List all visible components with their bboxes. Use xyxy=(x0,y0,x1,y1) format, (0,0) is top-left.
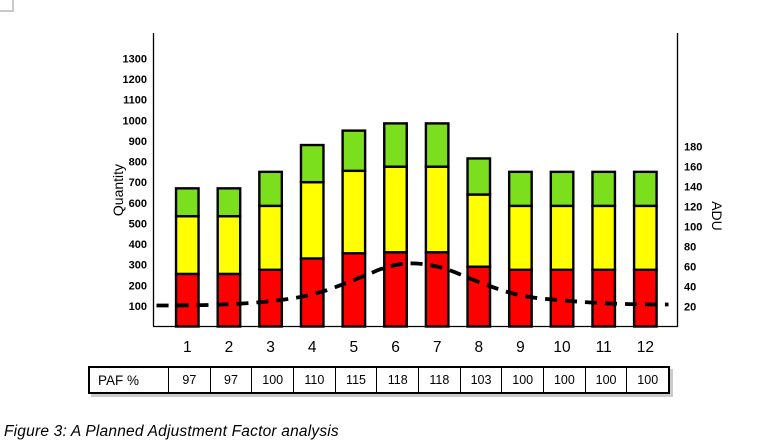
bar-segment-yellow-zone-4 xyxy=(299,180,325,260)
left-axis-title: Quantity xyxy=(110,164,126,216)
x-axis-category-label: 5 xyxy=(350,339,359,356)
bar-segment-green-zone-3 xyxy=(258,170,284,208)
bar-segment-red-zone-12 xyxy=(632,268,658,328)
bar-segment-green-zone-8 xyxy=(466,157,492,196)
bar-segment-yellow-zone-11 xyxy=(591,204,617,271)
right-axis-tick-label: 140 xyxy=(684,182,702,194)
left-axis-tick-label: 300 xyxy=(129,260,147,272)
x-axis-category-label: 4 xyxy=(308,339,317,356)
bar-segment-red-zone-7 xyxy=(424,251,450,328)
paf-table-value-cell: 97 xyxy=(168,368,210,392)
bar-segment-yellow-zone-1 xyxy=(174,214,200,276)
paf-table-value-cell: 100 xyxy=(501,368,543,392)
x-axis-category-label: 2 xyxy=(225,339,234,356)
bar-segment-green-zone-6 xyxy=(383,122,408,168)
x-axis-category-label: 6 xyxy=(391,339,400,356)
left-axis-tick-label: 700 xyxy=(129,177,147,189)
left-axis-tick-label: 400 xyxy=(129,239,147,251)
bar-segment-green-zone-1 xyxy=(174,187,200,218)
right-axis-tick-label: 60 xyxy=(684,262,696,274)
bar-segment-yellow-zone-5 xyxy=(341,169,367,255)
paf-table-value-cell: 97 xyxy=(209,368,252,392)
x-axis-category-label: 11 xyxy=(596,339,612,356)
right-axis-tick-label: 80 xyxy=(684,242,696,254)
right-axis-tick-label: 180 xyxy=(684,142,702,154)
bar-segment-green-zone-2 xyxy=(216,187,242,218)
left-axis-tick-label: 100 xyxy=(129,301,147,313)
paf-table-header-cell: PAF % xyxy=(98,372,140,388)
left-axis-tick-label: 1200 xyxy=(123,74,147,86)
x-axis-category-label: 9 xyxy=(516,339,525,356)
bar-segment-green-zone-9 xyxy=(507,170,533,208)
bar-segment-red-zone-3 xyxy=(258,268,284,328)
bar-segment-yellow-zone-12 xyxy=(632,204,658,271)
right-axis-tick-label: 100 xyxy=(684,222,702,234)
paf-table-value-cell: 100 xyxy=(584,368,627,392)
right-axis-tick-label: 120 xyxy=(684,202,702,214)
x-axis-category-label: 10 xyxy=(553,339,571,356)
x-axis-category-label: 8 xyxy=(474,339,483,356)
paf-table-value-cell: 118 xyxy=(418,368,460,392)
left-axis-tick-label: 1100 xyxy=(123,95,147,107)
left-axis-tick-label: 600 xyxy=(129,198,147,210)
right-axis-tick-label: 20 xyxy=(684,302,696,314)
bar-segment-green-zone-11 xyxy=(591,170,617,208)
bar-segment-green-zone-12 xyxy=(632,170,658,208)
paf-table-value-cell: 115 xyxy=(334,368,377,392)
x-axis-category-label: 7 xyxy=(433,339,442,356)
right-axis-title: ADU xyxy=(709,201,725,231)
bar-segment-yellow-zone-7 xyxy=(424,165,450,254)
right-axis-tick-label: 160 xyxy=(684,162,702,174)
x-axis-category-label: 3 xyxy=(266,339,275,356)
bar-segment-red-zone-2 xyxy=(216,272,242,328)
paf-table-value-cell: 100 xyxy=(626,368,668,392)
x-axis-category-label: 1 xyxy=(183,339,192,356)
left-axis-tick-label: 200 xyxy=(129,280,147,292)
bar-segment-yellow-zone-2 xyxy=(216,214,242,276)
bar-segment-yellow-zone-10 xyxy=(549,204,575,271)
right-axis-tick-label: 40 xyxy=(684,282,696,294)
bar-segment-red-zone-11 xyxy=(591,268,617,328)
paf-table-value-cell: 100 xyxy=(543,368,585,392)
adu-dashed-line xyxy=(156,261,669,308)
paf-table: PAF % 97 97 100 110 115 118 118 103 100 100 100 100 xyxy=(88,366,670,394)
bar-segment-red-zone-5 xyxy=(341,252,367,328)
bar-segment-red-zone-1 xyxy=(174,272,200,328)
bar-segment-green-zone-5 xyxy=(341,129,367,173)
paf-table-value-cell: 103 xyxy=(459,368,502,392)
x-axis-category-label: 12 xyxy=(637,339,654,356)
bar-segment-red-zone-8 xyxy=(466,265,492,328)
paf-table-value-cell: 110 xyxy=(293,368,335,392)
left-axis-tick-label: 1000 xyxy=(123,115,147,127)
bar-segment-green-zone-10 xyxy=(549,170,575,208)
figure-caption: Figure 3: A Planned Adjustment Factor an… xyxy=(4,423,339,440)
left-axis-tick-label: 900 xyxy=(129,136,147,148)
bar-segment-yellow-zone-6 xyxy=(383,165,408,254)
bar-segment-yellow-zone-9 xyxy=(507,204,533,271)
left-axis-tick-label: 500 xyxy=(129,218,147,230)
bar-segment-yellow-zone-8 xyxy=(466,193,492,268)
bar-segment-green-zone-4 xyxy=(299,143,325,184)
bar-segment-yellow-zone-3 xyxy=(258,204,284,271)
left-axis-tick-label: 800 xyxy=(129,157,147,169)
bar-segment-green-zone-7 xyxy=(424,122,450,168)
paf-table-value-cell: 118 xyxy=(376,368,418,392)
page-corner-artifact xyxy=(0,0,14,12)
left-axis-tick-label: 1300 xyxy=(123,53,147,65)
paf-table-value-cell: 100 xyxy=(251,368,293,392)
